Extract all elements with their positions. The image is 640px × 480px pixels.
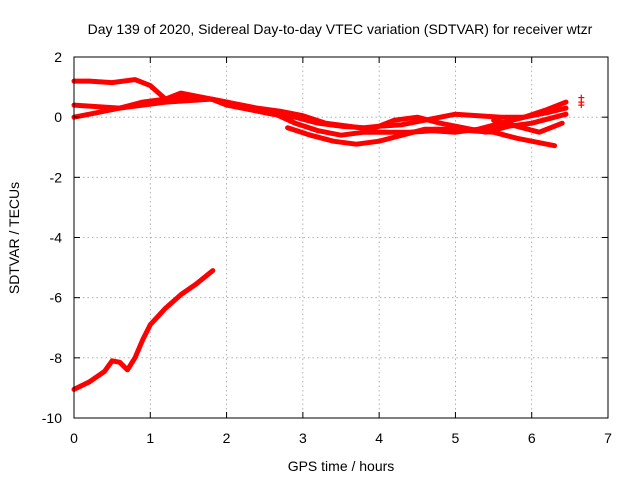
x-tick-label: 4 (375, 430, 383, 446)
x-tick-label: 7 (604, 430, 612, 446)
x-tick-label: 6 (528, 430, 536, 446)
y-tick-label: -10 (42, 410, 62, 426)
x-tick-label: 3 (299, 430, 307, 446)
series-trace-low (71, 268, 216, 392)
grid (74, 57, 608, 418)
y-tick-label: -4 (50, 230, 63, 246)
chart-title: Day 139 of 2020, Sidereal Day-to-day VTE… (88, 21, 593, 37)
series-trace-e (491, 117, 565, 135)
x-tick-label: 1 (146, 430, 154, 446)
x-axis-label: GPS time / hours (288, 458, 395, 474)
data-point (578, 102, 585, 109)
y-tick-label: -2 (50, 169, 63, 185)
x-tick-label: 2 (223, 430, 231, 446)
axis-ticks: 0 1 2 3 4 5 6 7 -10 -8 -6 -4 -2 0 2 (42, 49, 612, 446)
data-series (71, 77, 585, 392)
series-trace-b (71, 90, 569, 138)
y-axis-label: SDTVAR / TECUs (6, 182, 22, 294)
y-tick-label: -6 (50, 290, 63, 306)
x-tick-label: 5 (452, 430, 460, 446)
y-tick-label: -8 (50, 350, 63, 366)
x-tick-label: 0 (70, 430, 78, 446)
series-trace-a (71, 77, 569, 131)
y-tick-label: 0 (54, 109, 62, 125)
y-tick-label: 2 (54, 49, 62, 65)
series-trace-d (285, 125, 558, 149)
